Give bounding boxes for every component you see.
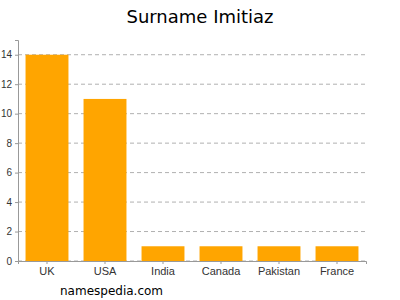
x-tick-label: India	[151, 265, 176, 277]
x-tick-mark	[105, 261, 106, 264]
y-tick-label: 0	[6, 256, 12, 267]
bar	[84, 99, 127, 261]
y-tick-mark	[15, 232, 18, 233]
y-tick-label: 8	[6, 138, 12, 149]
x-tick: UK	[39, 261, 55, 277]
x-tick-label: UK	[39, 265, 55, 277]
title: Surname Imitiaz	[126, 6, 273, 27]
y-tick-mark	[15, 143, 18, 144]
x-tick: France	[320, 261, 354, 277]
y-tick-label: 12	[1, 79, 13, 90]
y-tick-label: 10	[1, 108, 13, 119]
x-tick: Pakistan	[258, 261, 300, 277]
y-tick: 10	[1, 108, 18, 119]
x-axis: UK USA India Canada Pakistan France	[19, 261, 367, 277]
chart: 0 2 4 6 8 10 12 14 UK USA India Canada Pakistan Franc…	[0, 0, 400, 300]
y-tick: 14	[1, 49, 18, 60]
x-tick-mark	[337, 261, 338, 264]
bar	[316, 246, 359, 261]
x-tick-label: USA	[94, 265, 117, 277]
y-tick-label: 2	[6, 226, 12, 237]
x-tick: Canada	[202, 261, 241, 277]
y-tick: 6	[6, 167, 18, 178]
y-axis: 0 2 4 6 8 10 12 14	[1, 41, 19, 267]
y-tick-mark	[15, 202, 18, 203]
y-tick: 8	[6, 138, 18, 149]
grid-line	[18, 54, 366, 55]
x-tick-label: Canada	[202, 265, 241, 277]
annotation: namespedia.com	[60, 284, 163, 298]
y-tick-label: 4	[6, 197, 12, 208]
y-tick-mark	[15, 173, 18, 174]
y-tick-label: 14	[1, 49, 13, 60]
x-tick: India	[151, 261, 176, 277]
grid	[18, 55, 366, 261]
y-axis-line	[15, 41, 19, 262]
grid-line	[18, 84, 366, 85]
y-tick-mark	[15, 84, 18, 85]
y-tick-mark	[15, 261, 18, 262]
x-tick-mark	[221, 261, 222, 264]
bar	[258, 246, 301, 261]
plot: 0 2 4 6 8 10 12 14 UK USA India Canada Pakistan Franc…	[1, 41, 367, 277]
bars	[26, 55, 359, 261]
y-tick: 2	[6, 226, 18, 237]
y-tick: 4	[6, 197, 18, 208]
x-axis-line	[19, 262, 367, 265]
y-tick-mark	[15, 114, 18, 115]
y-tick: 12	[1, 79, 18, 90]
x-tick-mark	[163, 261, 164, 264]
grid-line	[18, 143, 366, 144]
x-tick-label: Pakistan	[258, 265, 300, 277]
grid-line	[18, 202, 366, 203]
bar	[26, 55, 69, 261]
x-tick: USA	[94, 261, 117, 277]
grid-line	[18, 172, 366, 173]
y-tick-mark	[15, 55, 18, 56]
x-tick-label: France	[320, 265, 354, 277]
grid-line	[18, 231, 366, 232]
bar	[200, 246, 243, 261]
y-tick: 0	[6, 256, 18, 267]
x-tick-mark	[279, 261, 280, 264]
bar	[142, 246, 185, 261]
grid-line	[18, 113, 366, 114]
y-tick-label: 6	[6, 167, 12, 178]
x-tick-mark	[47, 261, 48, 264]
